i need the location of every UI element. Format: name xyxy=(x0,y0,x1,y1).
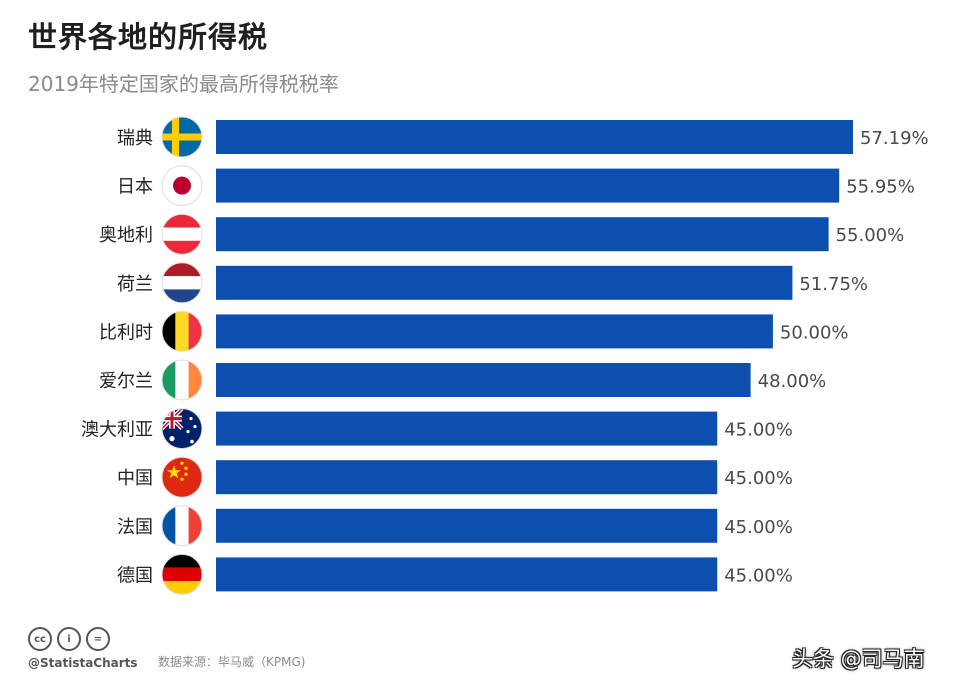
chart-subtitle: 2019年特定国家的最高所得税税率 xyxy=(28,72,339,96)
bar-9 xyxy=(216,557,718,592)
source-note: 数据来源：毕马威（KPMG) xyxy=(158,655,306,669)
category-label-2: 奥地利 xyxy=(99,225,153,246)
value-label-5: 48.00% xyxy=(758,371,827,392)
value-label-1: 55.95% xyxy=(846,177,915,198)
category-label-3: 荷兰 xyxy=(117,274,153,295)
value-label-3: 51.75% xyxy=(799,274,868,295)
bar-0 xyxy=(216,120,853,154)
france-flag-icon xyxy=(161,505,203,547)
license-icons: cc i = xyxy=(28,627,110,651)
ireland-flag-icon xyxy=(161,359,203,401)
japan-flag-icon xyxy=(161,165,203,207)
bar-8 xyxy=(216,508,718,543)
value-label-8: 45.00% xyxy=(724,517,793,538)
china-flag-icon xyxy=(161,456,203,498)
category-label-9: 德国 xyxy=(117,565,153,586)
bar-2 xyxy=(216,217,829,252)
category-label-7: 中国 xyxy=(117,468,153,489)
category-label-4: 比利时 xyxy=(99,322,153,343)
bar-4 xyxy=(216,314,773,349)
category-label-1: 日本 xyxy=(117,177,153,198)
sweden-flag-icon xyxy=(161,116,203,158)
germany-flag-icon xyxy=(161,553,203,595)
australia-flag-icon xyxy=(161,408,203,450)
statista-handle: @StatistaCharts xyxy=(28,656,138,670)
watermark: 头条 @司马南 xyxy=(792,647,925,671)
value-label-0: 57.19% xyxy=(860,128,929,149)
value-label-9: 45.00% xyxy=(724,565,793,586)
netherlands-flag-icon xyxy=(161,262,203,304)
bar-5 xyxy=(216,363,751,397)
value-label-6: 45.00% xyxy=(724,420,793,441)
cc-icon: cc xyxy=(28,627,52,651)
bar-3 xyxy=(216,265,793,300)
bar-chart: 57.19% 瑞典 55.95% 日本 55.00% 奥地利 51.75% 荷兰 50.00% 比… xyxy=(81,116,929,595)
category-label-6: 澳大利亚 xyxy=(81,420,153,441)
by-icon: i xyxy=(57,627,81,651)
bar-7 xyxy=(216,460,718,495)
value-label-2: 55.00% xyxy=(836,225,905,246)
belgium-flag-icon xyxy=(161,310,203,352)
category-label-0: 瑞典 xyxy=(117,128,153,149)
category-label-8: 法国 xyxy=(117,517,153,538)
category-label-5: 爱尔兰 xyxy=(99,371,153,392)
bar-6 xyxy=(216,411,718,446)
value-label-4: 50.00% xyxy=(780,322,849,343)
austria-flag-icon xyxy=(161,213,203,255)
value-label-7: 45.00% xyxy=(724,468,793,489)
bar-1 xyxy=(216,168,840,203)
nd-icon: = xyxy=(86,627,110,651)
chart-title: 世界各地的所得税 xyxy=(28,20,269,54)
